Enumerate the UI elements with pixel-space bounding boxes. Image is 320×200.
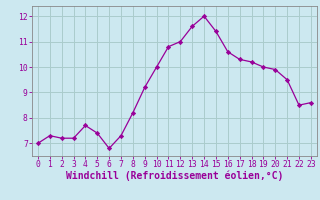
X-axis label: Windchill (Refroidissement éolien,°C): Windchill (Refroidissement éolien,°C) [66,171,283,181]
